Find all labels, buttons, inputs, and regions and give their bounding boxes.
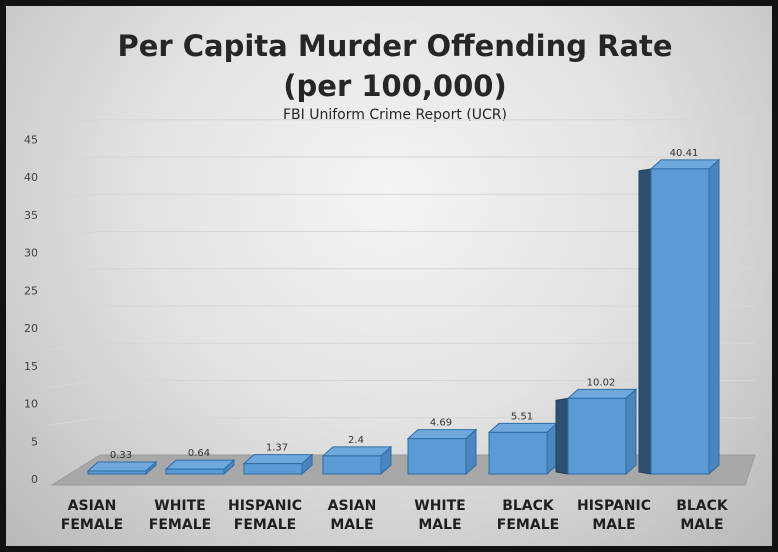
bar-top-face	[164, 459, 236, 470]
y-tick-label: 20	[24, 322, 38, 335]
bar-front-face	[488, 431, 548, 475]
gridline	[47, 342, 755, 351]
bar-top-face	[649, 159, 721, 170]
data-label: 40.41	[670, 148, 699, 159]
bar	[487, 422, 559, 476]
bar-left-face	[638, 168, 652, 475]
bar	[638, 158, 721, 476]
bar-front-face	[87, 470, 147, 475]
bar	[242, 453, 314, 476]
y-tick-label: 30	[24, 247, 38, 260]
bar-front-face	[650, 168, 710, 475]
data-labels: 0.33 0.64 1.37 2.4 4.69 5.51 10.02 40.41	[110, 148, 698, 461]
bar-top-face	[487, 422, 559, 433]
gridline	[47, 193, 755, 200]
y-tick-label: 45	[24, 133, 38, 146]
y-tick-label: 0	[31, 473, 38, 486]
gridline	[47, 231, 755, 237]
x-tick-label: FEMALE	[497, 517, 559, 533]
gridline	[47, 268, 755, 275]
data-label: 0.33	[110, 450, 132, 461]
bar-front-face	[567, 397, 627, 475]
x-axis-labels: ASIAN FEMALE WHITE FEMALE HISPANIC FEMALE ASIA…	[61, 498, 729, 533]
bar-top-face	[566, 388, 638, 399]
bar-front-face	[243, 463, 303, 475]
data-label: 0.64	[188, 448, 210, 459]
data-label: 1.37	[266, 443, 288, 454]
bar-front-face	[165, 468, 225, 475]
bar-top-face	[242, 454, 314, 465]
bar	[164, 459, 236, 476]
x-tick-label: BLACK	[676, 498, 729, 514]
bars	[86, 158, 721, 476]
bar-top-face	[321, 446, 393, 457]
gridline	[47, 156, 755, 162]
x-tick-label: HISPANIC	[577, 498, 651, 514]
x-tick-label: ASIAN	[328, 498, 377, 514]
bar	[86, 460, 158, 476]
bar-top-face	[86, 461, 158, 472]
data-label: 4.69	[430, 418, 452, 429]
x-tick-label: MALE	[680, 517, 723, 533]
x-tick-label: WHITE	[414, 498, 465, 514]
x-tick-label: FEMALE	[61, 517, 123, 533]
chart-title: Per Capita Murder Offending Rate (per 10…	[6, 26, 778, 106]
y-tick-label: 10	[24, 398, 38, 411]
x-tick-label: ASIAN	[68, 498, 117, 514]
bar-side-face	[708, 158, 720, 476]
chart-subtitle: FBI Uniform Crime Report (UCR)	[283, 107, 507, 123]
x-tick-label: WHITE	[154, 498, 205, 514]
y-tick-label: 25	[24, 284, 38, 297]
data-label: 2.4	[348, 435, 364, 446]
bar	[555, 388, 638, 476]
x-tick-label: FEMALE	[234, 517, 296, 533]
bar-top-face	[406, 429, 478, 440]
bar	[406, 428, 478, 476]
bar-front-face	[322, 455, 382, 475]
gridlines	[47, 119, 755, 426]
bar-side-face	[625, 388, 637, 476]
x-tick-label: HISPANIC	[228, 498, 302, 514]
chart-title-line2: (per 100,000)	[283, 69, 507, 103]
gridline	[47, 119, 755, 124]
bar-left-face	[555, 397, 569, 475]
gridline	[47, 380, 755, 388]
y-axis-ticks: 0 5 10 15 20 25 30 35 40 45	[24, 133, 38, 486]
x-tick-label: FEMALE	[149, 517, 211, 533]
y-tick-label: 5	[31, 435, 38, 448]
data-label: 10.02	[587, 377, 616, 388]
y-tick-label: 35	[24, 209, 38, 222]
gridline	[47, 305, 755, 313]
bar-front-face	[407, 438, 467, 475]
y-tick-label: 15	[24, 360, 38, 373]
gridline	[47, 417, 755, 426]
x-tick-label: BLACK	[502, 498, 555, 514]
x-tick-label: MALE	[592, 517, 635, 533]
bar	[321, 445, 393, 476]
data-label: 5.51	[511, 411, 533, 422]
x-tick-label: MALE	[418, 517, 461, 533]
x-tick-label: MALE	[330, 517, 373, 533]
y-tick-label: 40	[24, 171, 38, 184]
chart-title-line1: Per Capita Murder Offending Rate	[117, 29, 673, 63]
